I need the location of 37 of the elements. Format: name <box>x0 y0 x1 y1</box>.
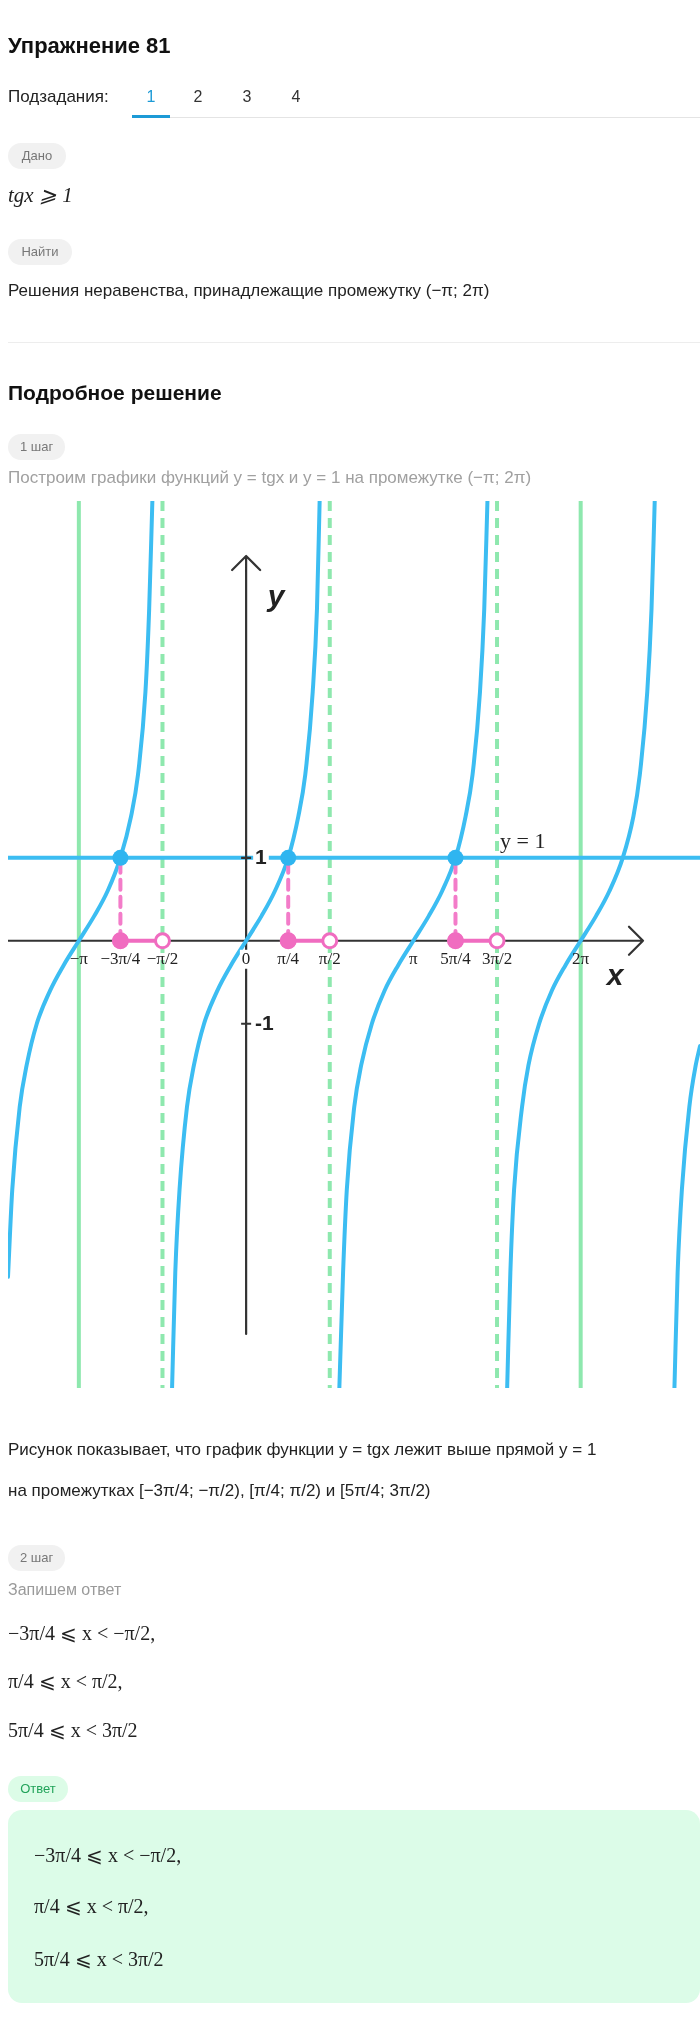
x-axis-title: x <box>604 958 625 992</box>
x-tick-label: 3π/2 <box>481 948 513 968</box>
text: 2 <box>193 87 203 107</box>
badge: Ответ <box>8 1776 68 1802</box>
badge: Найти <box>8 239 72 265</box>
badge: 2 шаг <box>8 1545 65 1571</box>
text: Подробное решение <box>8 380 222 406</box>
text: π/4 ⩽ x < π/2, <box>34 1894 149 1919</box>
x-tick-label: −π/2 <box>146 948 179 968</box>
badge: 1 шаг <box>8 434 65 460</box>
x-tick-label: −3π/4 <box>100 948 141 968</box>
x-tick-label: 2π <box>572 948 590 968</box>
text: Рисунок показывает, что график функции y = tgx лежит выше прямой y = 1 на промежутках [−3π/4; −π/2), [π/4; π/2) и [5π/4; 3π/2) <box>8 1440 597 1500</box>
x-tick-label: 0 <box>241 948 251 968</box>
text: −3π/4 ⩽ x < −π/2, <box>8 1621 156 1646</box>
text: 1 <box>146 87 156 107</box>
text: tgx ⩾ 1 <box>8 182 73 208</box>
text: 4 <box>291 87 301 107</box>
y-axis-title: y <box>265 579 286 613</box>
x-tick-label: π/4 <box>277 948 300 968</box>
chart-subtitle: Построим графики функций y = tgx и y = 1 на промежутке (−π; 2π) <box>8 467 532 489</box>
ref-line-label: y = 1 <box>500 827 546 853</box>
text: Подзадания: <box>8 86 109 108</box>
x-tick-label: π/2 <box>318 948 341 968</box>
chart-title: Упражнение 81 <box>8 33 171 59</box>
text: Решения неравенства, принадлежащие промежутку (−π; 2π) <box>8 280 490 302</box>
text: π/4 ⩽ x < π/2, <box>8 1669 123 1694</box>
text: 3 <box>242 87 252 107</box>
text: −3π/4 ⩽ x < −π/2, <box>34 1843 182 1868</box>
badge: Дано <box>8 143 66 169</box>
x-tick-label: 5π/4 <box>440 948 472 968</box>
text: 5π/4 ⩽ x < 3π/2 <box>34 1947 164 1972</box>
x-tick-label: −π <box>69 948 89 968</box>
y-tick-label: -1 <box>255 1010 275 1034</box>
x-tick-label: π <box>409 948 419 968</box>
text: Запишем ответ <box>8 1580 122 1600</box>
text: 5π/4 ⩽ x < 3π/2 <box>8 1718 138 1743</box>
